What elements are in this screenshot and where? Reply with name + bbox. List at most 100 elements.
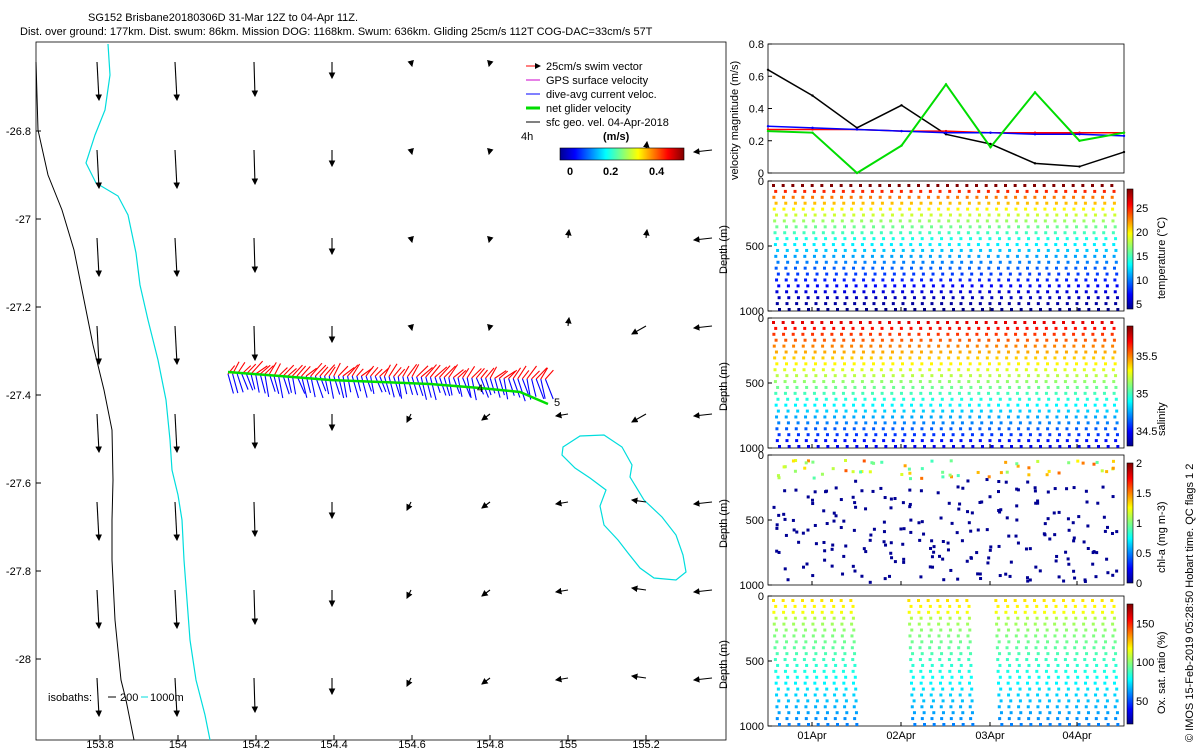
profile-sample — [830, 207, 834, 211]
profile-sample — [926, 184, 930, 187]
profile-sample — [835, 296, 839, 300]
profile-sample — [979, 272, 983, 276]
profile-sample — [1115, 687, 1119, 691]
profile-sample — [844, 699, 848, 703]
profile-sample — [931, 675, 935, 679]
chl-sample — [941, 557, 945, 561]
profile-sample — [908, 622, 912, 626]
profile-sample — [910, 693, 914, 697]
chl-sample — [882, 520, 886, 524]
geo-velocity-arrow — [630, 673, 647, 681]
dac-vector — [443, 377, 451, 397]
profile-sample — [1062, 344, 1066, 348]
profile-sample — [957, 391, 961, 395]
chl-sample — [930, 539, 934, 543]
profile-sample — [786, 687, 790, 691]
profile-sample — [881, 350, 885, 354]
profile-sample — [998, 260, 1002, 264]
profile-sample — [1015, 189, 1019, 193]
chl-sample — [902, 557, 906, 561]
legend-net: net glider velocity — [546, 103, 631, 115]
profile-sample — [928, 326, 932, 330]
colorbar-tick-2: 0.4 — [649, 166, 665, 178]
profile-sample — [969, 302, 973, 306]
profile-sample — [1082, 622, 1086, 626]
velocity-point — [1033, 133, 1037, 136]
profile-sample — [940, 717, 944, 721]
profile-sample — [889, 356, 893, 360]
profile-sample — [849, 610, 853, 614]
swim-vector — [462, 368, 470, 378]
profile-sample — [1103, 213, 1107, 217]
profile-sample — [946, 195, 950, 199]
profile-sample — [852, 681, 855, 685]
profile-sample — [927, 207, 931, 211]
chl-sample — [851, 495, 855, 499]
chl-sample — [901, 501, 905, 505]
dac-vector — [374, 375, 383, 393]
profile-sample — [961, 711, 965, 715]
profile-sample — [960, 409, 964, 413]
profile-sample — [950, 663, 954, 667]
profile-sample — [832, 350, 836, 354]
swim-vector — [531, 370, 540, 380]
chl-sample — [956, 577, 960, 581]
profile-sample — [997, 415, 1001, 419]
profile-sample — [1115, 409, 1119, 413]
profile-sample — [999, 284, 1003, 288]
profile-sample — [1044, 658, 1048, 662]
chl-sample — [1053, 487, 1057, 491]
profile-sample — [1091, 321, 1094, 324]
profile-sample — [998, 439, 1002, 443]
profile-sample — [913, 445, 917, 448]
profile-sample — [919, 213, 923, 217]
profile-sample — [999, 687, 1003, 691]
profile-sample — [1065, 237, 1069, 241]
profile-sample — [774, 254, 778, 258]
profile-sample — [872, 248, 876, 252]
profile-sample — [936, 195, 940, 199]
profile-sample — [772, 321, 775, 324]
profile-sample — [840, 610, 844, 614]
dac-vector — [535, 378, 545, 400]
profile-sample — [868, 184, 872, 187]
profile-sample — [1075, 225, 1078, 229]
profile-sample — [949, 302, 953, 306]
profile-sample — [971, 723, 975, 726]
profile-sample — [1045, 628, 1049, 632]
profile-sample — [1064, 628, 1068, 632]
profile-sample — [940, 237, 944, 241]
profile-sample — [969, 675, 973, 679]
profile-sample — [1076, 675, 1080, 679]
profile-sample — [833, 278, 837, 282]
geo-velocity-arrow — [692, 588, 713, 595]
profile-sample — [1112, 243, 1116, 247]
profile-sample — [868, 321, 872, 324]
profile-sample — [1019, 308, 1023, 311]
profile-sample — [961, 445, 965, 448]
profile-sample — [1095, 663, 1099, 667]
geo-velocity-arrow — [95, 589, 103, 630]
swim-vector — [489, 366, 498, 379]
profile-sample — [805, 663, 809, 667]
swim-vector — [365, 365, 375, 377]
profile-sample — [946, 622, 950, 626]
profile-sample — [1066, 687, 1070, 691]
profile-sample — [872, 427, 876, 431]
profile-sample — [891, 374, 895, 378]
profile-sample — [1082, 646, 1086, 650]
profile-sample — [998, 374, 1002, 378]
profile-sample — [1111, 368, 1115, 372]
profile-sample — [804, 652, 808, 656]
profile-sample — [882, 385, 886, 389]
profile-sample — [911, 439, 915, 443]
profile-sample — [1095, 260, 1099, 264]
profile-sample — [1004, 610, 1008, 614]
profile-sample — [850, 634, 854, 638]
profile-sample — [970, 711, 974, 715]
profile-sample — [987, 350, 991, 354]
profile-sample — [1017, 225, 1020, 229]
profile-sample — [910, 290, 914, 294]
depth-tick-label: 500 — [746, 656, 764, 668]
swim-vector — [429, 364, 441, 378]
